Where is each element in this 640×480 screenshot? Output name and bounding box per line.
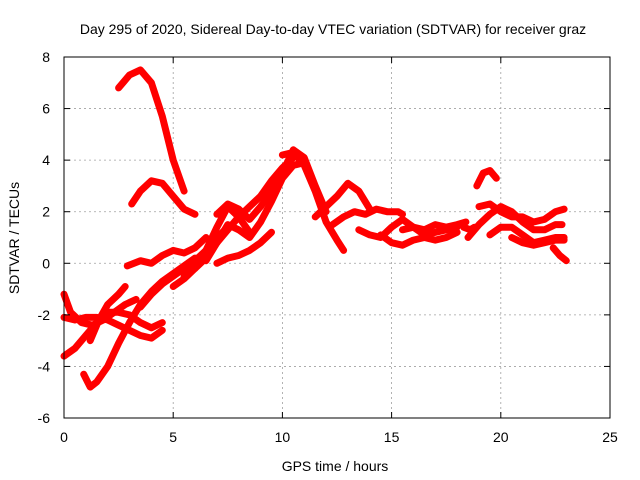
plot-frame <box>63 56 611 419</box>
series-arc-g <box>128 177 199 218</box>
series-arc-o <box>278 148 348 254</box>
y-tick-label: -6 <box>38 410 51 426</box>
series-arc-k <box>180 154 297 280</box>
series-arc-e <box>86 283 129 345</box>
series-arc-t <box>399 218 470 234</box>
x-axis-label: GPS time / hours <box>282 458 389 474</box>
y-tick-label: 4 <box>42 152 50 168</box>
x-tick-label: 15 <box>384 429 400 445</box>
y-tick-label: -4 <box>38 358 51 374</box>
series-arc-h <box>123 234 210 270</box>
x-tick-label: 10 <box>275 429 291 445</box>
series-arc-q <box>329 205 406 229</box>
series-arc-p <box>311 179 374 221</box>
x-tick-label: 5 <box>169 429 177 445</box>
series-arc-aa <box>549 244 570 265</box>
series-arc-z <box>508 234 568 249</box>
series-arc-c <box>60 308 166 360</box>
series-arc-f <box>115 66 188 195</box>
y-tick-label: -2 <box>38 307 51 323</box>
axis-ticks <box>63 56 611 419</box>
series-arc-b <box>60 313 166 342</box>
y-tick-label: 6 <box>42 101 50 117</box>
y-tick-label: 8 <box>42 49 50 65</box>
series-arc-v <box>473 167 500 190</box>
chart-title: Day 295 of 2020, Sidereal Day-to-day VTE… <box>80 21 586 37</box>
y-tick-label: 2 <box>42 204 50 220</box>
x-tick-label: 0 <box>60 429 68 445</box>
series-arc-s <box>377 228 461 249</box>
data-series <box>60 66 570 391</box>
series-arc-n <box>213 228 275 267</box>
y-tick-label: 0 <box>42 255 50 271</box>
series-arc-x <box>475 200 568 226</box>
x-tick-label: 20 <box>493 429 509 445</box>
series-arc-l <box>202 159 308 265</box>
x-tick-label: 25 <box>602 429 618 445</box>
series-arc-r <box>355 215 461 241</box>
y-tick-labels: -6 -4 -2 0 2 4 6 8 <box>38 49 51 426</box>
y-axis-label: SDTVAR / TECUs <box>6 182 22 294</box>
x-tick-labels: 0 5 10 15 20 25 <box>60 429 618 445</box>
